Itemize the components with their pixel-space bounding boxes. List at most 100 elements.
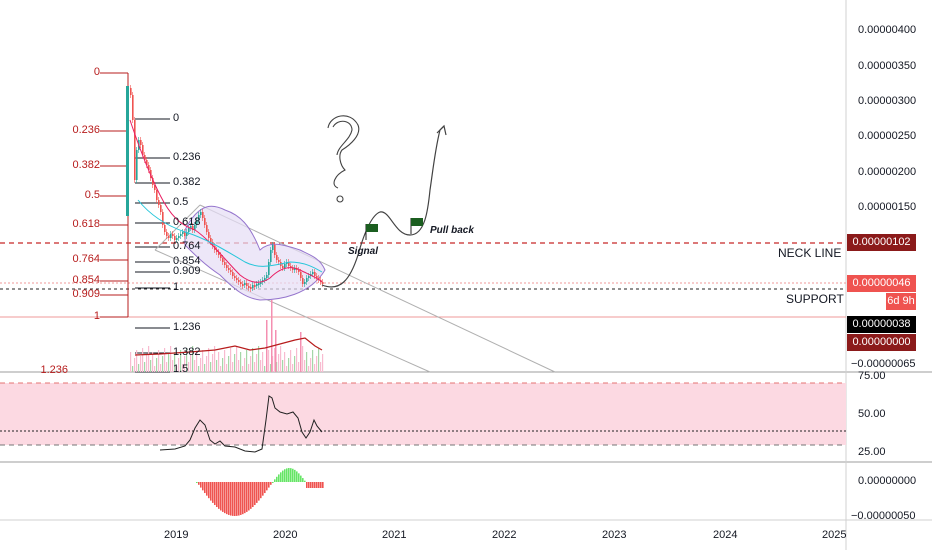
- question-mark-doodle[interactable]: [327, 115, 360, 203]
- volume-bar: [162, 356, 164, 372]
- volume-bar: [184, 356, 186, 372]
- macd-bar: [310, 482, 312, 488]
- candle: [174, 236, 176, 240]
- macd-bar: [314, 482, 316, 488]
- candle: [252, 285, 254, 288]
- macd-bar: [238, 482, 240, 516]
- rsi-tick: 50.00: [858, 408, 886, 420]
- arrow-head-icon: [436, 124, 447, 136]
- projection-path[interactable]: [321, 125, 445, 288]
- rsi-band: [0, 383, 846, 445]
- fib-right-lines[interactable]: [135, 118, 170, 373]
- candle: [276, 255, 278, 260]
- volume-bar: [322, 354, 324, 372]
- macd-bar: [282, 470, 284, 482]
- candle: [246, 283, 248, 286]
- volume-bar: [148, 346, 150, 372]
- candle: [170, 234, 172, 238]
- volume-bar: [228, 356, 230, 372]
- volume-bar: [180, 350, 182, 372]
- candle: [126, 86, 129, 216]
- price-candles[interactable]: [126, 85, 324, 292]
- macd-bar: [236, 482, 238, 516]
- candle: [140, 140, 142, 145]
- candle: [154, 185, 156, 190]
- macd-bar: [276, 476, 278, 482]
- volume-bar: [166, 362, 168, 372]
- candle: [250, 287, 252, 289]
- volume-bar: [282, 360, 284, 372]
- volume-bar: [178, 358, 180, 372]
- signal-annotation[interactable]: Signal: [348, 246, 379, 257]
- pullback-annotation[interactable]: Pull back: [430, 225, 474, 236]
- candle: [132, 95, 134, 120]
- volume-bar: [194, 360, 196, 372]
- candle: [306, 278, 308, 282]
- time-tick: 2023: [602, 529, 627, 541]
- volume-bar: [200, 358, 202, 372]
- bollinger-band: [184, 205, 326, 301]
- candle: [304, 282, 306, 284]
- macd-bar: [258, 482, 260, 501]
- candle: [190, 226, 192, 228]
- signal-flag-icon[interactable]: [365, 224, 378, 240]
- last-price-badge: 0.00000046: [847, 275, 916, 292]
- macd-bar: [210, 482, 212, 501]
- candle: [144, 155, 146, 160]
- price-tick: 0.00000350: [858, 60, 917, 72]
- macd-bar: [216, 482, 218, 508]
- volume-bar: [244, 358, 246, 372]
- macd-bar: [246, 482, 248, 512]
- macd-bar: [224, 482, 226, 514]
- volume-bar: [272, 356, 274, 372]
- macd-bar: [294, 469, 296, 482]
- volume-bar: [258, 346, 260, 372]
- macd-bar: [318, 482, 320, 488]
- volume-bar: [290, 350, 292, 372]
- volume-bar: [248, 364, 250, 372]
- candle: [172, 234, 174, 236]
- volume-bar: [144, 362, 146, 372]
- volume-bar: [256, 354, 258, 372]
- macd-bar: [196, 482, 198, 483]
- volume-bar: [242, 366, 244, 372]
- volume-bar: [310, 358, 312, 372]
- candle: [312, 272, 314, 274]
- ma-fast-line: [129, 119, 323, 283]
- macd-bar: [288, 468, 290, 482]
- volume-bar: [196, 352, 198, 372]
- candle: [168, 236, 170, 238]
- volume-bar: [262, 352, 264, 372]
- candle: [156, 190, 158, 200]
- macd-bar: [226, 482, 228, 515]
- time-tick: 2025: [822, 529, 847, 541]
- candle: [222, 258, 224, 262]
- candle: [160, 205, 162, 212]
- pullback-flag-icon[interactable]: [410, 218, 423, 234]
- macd-bar: [320, 482, 322, 488]
- candle: [216, 250, 218, 252]
- macd-bar: [208, 482, 210, 499]
- candle: [210, 238, 212, 242]
- volume-bar: [182, 364, 184, 372]
- macd-bar: [308, 482, 310, 488]
- candle: [314, 272, 316, 276]
- volume-bar: [170, 346, 172, 372]
- candle: [274, 245, 276, 255]
- macd-bar: [270, 482, 272, 485]
- volume-bar: [302, 346, 304, 372]
- volume-bar: [142, 348, 144, 372]
- volume-bar: [316, 356, 318, 372]
- candle: [198, 215, 200, 220]
- volume-bar: [246, 350, 248, 372]
- candle: [164, 225, 166, 232]
- candle: [256, 284, 258, 286]
- fib-left-lines[interactable]: [100, 72, 129, 318]
- neckline-label: NECK LINE: [778, 246, 842, 260]
- macd-bar: [284, 469, 286, 482]
- candle: [192, 226, 194, 230]
- descending-channel[interactable]: [154, 204, 556, 373]
- volume-bar: [156, 358, 158, 372]
